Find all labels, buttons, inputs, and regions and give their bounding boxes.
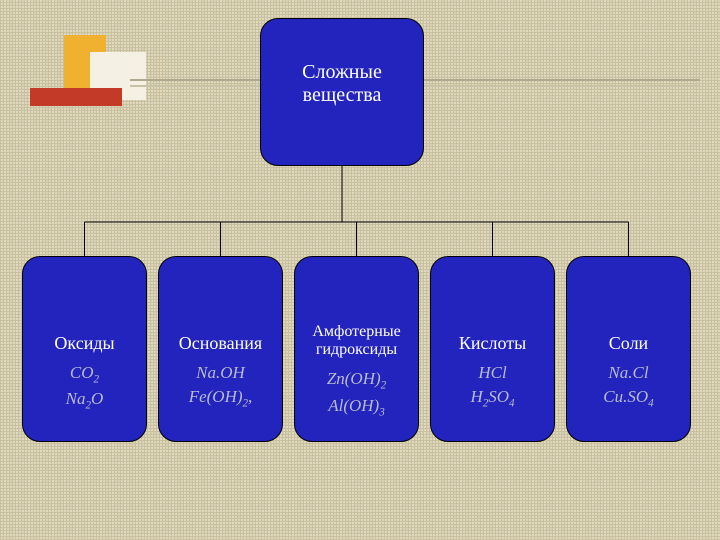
formula-acids-1: H2SO4 [470,386,514,411]
child-title-salts: Соли [609,333,648,354]
child-node-oxides: Оксиды CO2Na2O [22,256,147,442]
formula-oxides-0: CO2 [70,362,99,387]
deco-red [30,88,122,106]
root-title: Сложные вещества [265,61,419,107]
formula-bases-0: Na.OH [196,362,245,384]
slide-canvas: Сложные вещества Оксиды CO2Na2O Основания Na… [0,0,720,540]
formula-acids-0: HCl [478,362,506,384]
child-node-bases: Основания Na.OHFe(OH)2, [158,256,283,442]
formula-ampho-0: Zn(OH)2 [327,368,386,393]
child-node-ampho: Амфотерные гидроксиды Zn(OH)2Al(OH)3 [294,256,419,442]
root-node: Сложные вещества [260,18,424,166]
child-node-acids: Кислоты HClH2SO4 [430,256,555,442]
child-title-bases: Основания [179,333,262,354]
child-title-ampho: Амфотерные гидроксиды [299,323,414,360]
child-title-acids: Кислоты [459,333,526,354]
formula-ampho-1: Al(OH)3 [328,395,385,420]
child-node-salts: Соли Na.ClCu.SO4 [566,256,691,442]
formula-oxides-1: Na2O [66,388,104,413]
formula-salts-0: Na.Cl [608,362,648,384]
formula-bases-1: Fe(OH)2, [189,386,253,411]
formula-salts-1: Cu.SO4 [603,386,653,411]
child-title-oxides: Оксиды [54,333,114,354]
